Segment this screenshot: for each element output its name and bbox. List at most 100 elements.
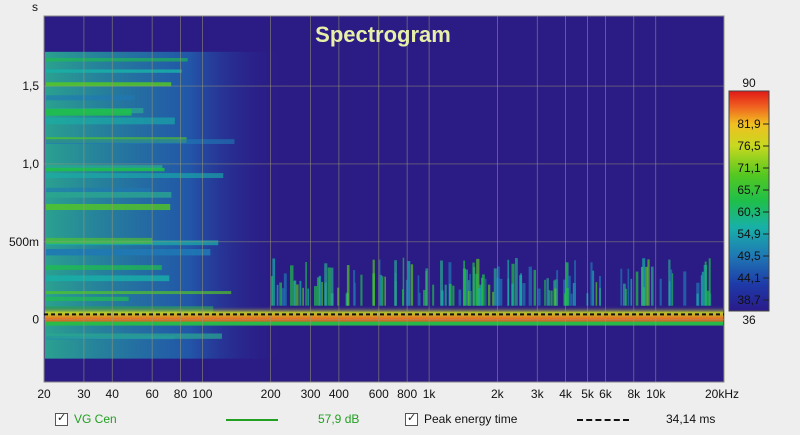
vg-cen-checkbox[interactable]	[55, 411, 68, 426]
y-axis-ticks: 1,5 1,0 500m 0	[9, 79, 39, 327]
x-tick-label: 30	[77, 387, 91, 401]
x-tick-label: 20kHz	[705, 387, 739, 401]
reflection-streak	[346, 265, 350, 306]
decay-streak	[46, 333, 222, 339]
reflection-streak	[515, 258, 518, 306]
decay-streak	[46, 82, 172, 87]
decay-streak	[46, 237, 153, 244]
y-tick-label: 1,5	[22, 79, 39, 93]
colorbar-max-label: 90	[742, 76, 756, 90]
reflection-streak	[481, 274, 485, 306]
reflection-streak	[449, 283, 452, 306]
reflection-streak	[556, 270, 559, 306]
decay-streak	[46, 95, 135, 101]
reflection-streak	[270, 276, 274, 306]
reflection-streak	[384, 276, 387, 306]
decay-streak	[46, 296, 129, 302]
reflection-streak	[564, 293, 566, 306]
decay-streak	[46, 139, 235, 144]
reflection-streak	[511, 283, 514, 306]
grid-lines	[43, 16, 725, 382]
reflection-streak	[704, 261, 707, 306]
vg-cen-value: 57,9 dB	[318, 412, 359, 426]
reflection-streak	[313, 286, 318, 306]
reflection-streak	[479, 284, 483, 306]
reflection-streak	[276, 284, 279, 306]
reflection-streak	[546, 278, 549, 306]
reflection-streak	[642, 258, 646, 306]
colorbar-tick-label: 81,9	[737, 117, 761, 131]
reflection-streak	[381, 276, 384, 306]
reflection-streak	[659, 278, 662, 306]
reflection-streak	[379, 274, 383, 306]
reflection-streak	[378, 259, 381, 306]
reflection-streak	[330, 293, 334, 306]
reflection-streak	[499, 278, 503, 306]
reflection-streak	[683, 271, 687, 306]
reflection-streak	[622, 283, 626, 306]
reflection-streak	[290, 265, 294, 306]
reflection-streak	[305, 261, 307, 306]
reflection-streak	[627, 268, 630, 306]
x-tick-label: 4k	[559, 387, 573, 401]
legend: VG Cen 57,9 dB Peak energy time 34,14 ms	[0, 410, 800, 432]
reflection-streak	[548, 290, 551, 306]
reflection-streak	[554, 288, 558, 306]
reflection-streak	[469, 273, 471, 306]
reflection-streak	[330, 267, 334, 306]
reflection-streak	[570, 293, 573, 306]
vg-cen-label: VG Cen	[74, 412, 117, 426]
decay-streak	[46, 165, 163, 169]
vg-cen-value-text: 57,9 dB	[318, 412, 360, 426]
decay-streak	[46, 191, 172, 198]
colorbar-tick-label: 71,1	[737, 161, 761, 175]
x-tick-label: 6k	[599, 387, 613, 401]
spectrogram-heat	[45, 51, 723, 359]
x-tick-label: 400	[329, 387, 349, 401]
decay-streak	[46, 248, 211, 256]
reflection-streak	[417, 275, 420, 306]
legend-vg-cen[interactable]: VG Cen	[55, 411, 117, 426]
reflection-streak	[372, 259, 375, 306]
x-tick-label: 60	[145, 387, 159, 401]
x-tick-label: 200	[261, 387, 281, 401]
reflection-streak	[635, 271, 639, 306]
reflection-streak	[316, 277, 320, 306]
reflection-streak	[441, 290, 444, 306]
colorbar-tick-label: 65,7	[737, 183, 761, 197]
direct-sound-ridge	[45, 305, 723, 326]
reflection-streak	[493, 268, 497, 306]
colorbar-tick-label: 76,5	[737, 139, 761, 153]
reflection-streak	[565, 262, 568, 306]
reflection-streak	[574, 260, 576, 306]
y-unit-label: s	[32, 0, 38, 14]
peak-energy-time-checkbox[interactable]	[405, 411, 418, 426]
reflection-streak	[402, 257, 405, 306]
reflection-streak	[360, 274, 363, 306]
vg-cen-band	[45, 321, 723, 325]
colorbar-min-label: 36	[742, 313, 756, 327]
reflection-streak	[492, 291, 495, 306]
decay-streak	[46, 265, 162, 270]
colorbar	[728, 90, 770, 312]
reflection-streak	[696, 293, 699, 306]
colorbar-tick-label: 49,5	[737, 249, 761, 263]
vg-cen-swatch	[226, 419, 278, 421]
x-tick-label: 40	[106, 387, 120, 401]
y-tick-label: 1,0	[22, 157, 39, 171]
reflection-streak	[519, 275, 523, 306]
reflection-streak	[528, 266, 532, 306]
reflection-streak	[537, 288, 541, 306]
decay-streak	[46, 173, 224, 178]
reflection-streak	[425, 268, 429, 306]
peak-energy-time-value-text: 34,14 ms	[666, 412, 716, 426]
x-tick-label: 2k	[491, 387, 505, 401]
decay-streak	[46, 69, 182, 73]
reflection-streak	[440, 260, 444, 306]
legend-peak-energy-time[interactable]: Peak energy time	[405, 411, 517, 426]
x-tick-label: 800	[397, 387, 417, 401]
reflection-streak	[472, 262, 475, 306]
reflection-streak	[497, 266, 500, 306]
reflection-streak	[645, 266, 648, 306]
colorbar-ticks: 81,9 76,5 71,1 65,7 60,3 54,9 49,5 44,1 38,7	[737, 117, 769, 307]
